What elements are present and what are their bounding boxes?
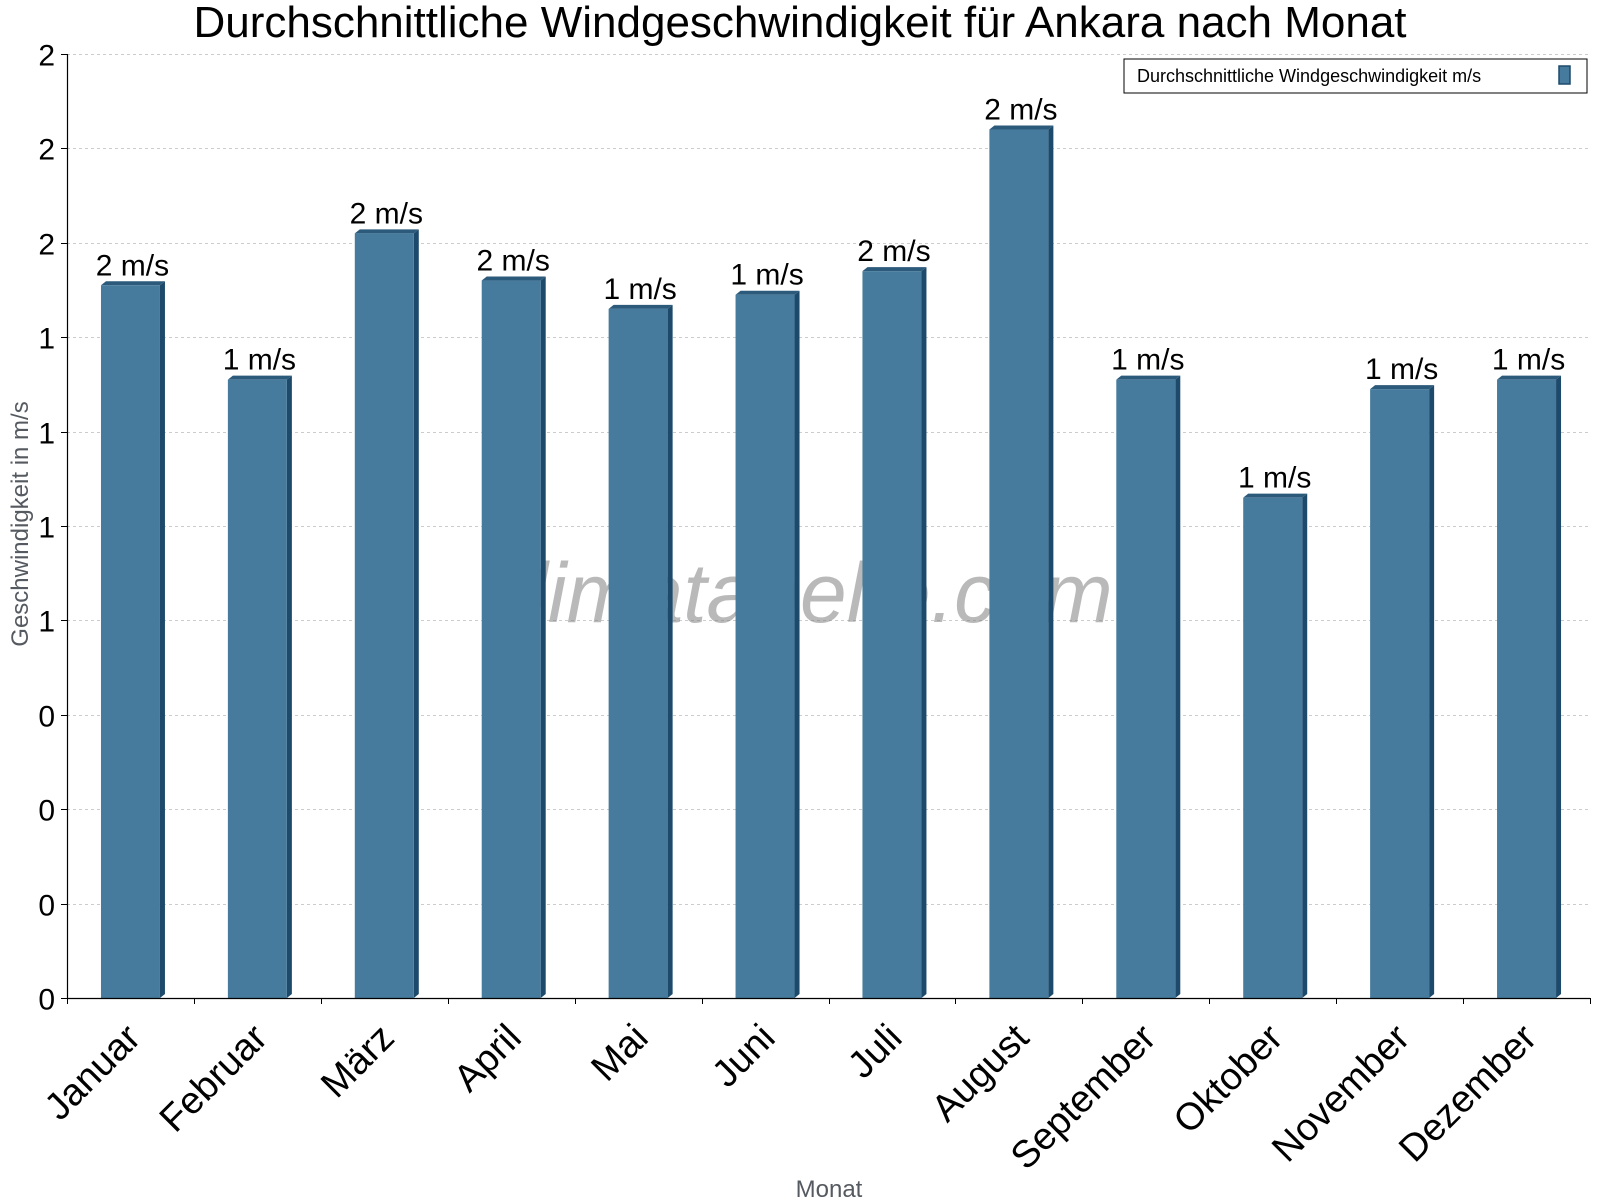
bar-top — [481, 276, 546, 281]
bar-juli — [862, 271, 922, 998]
bar-side — [1175, 375, 1181, 998]
bar-top — [862, 267, 927, 272]
bar-side — [1048, 125, 1054, 998]
x-tick-label: Oktober — [1166, 1016, 1292, 1142]
legend-label: Durchschnittliche Windgeschwindigkeit m/… — [1137, 66, 1481, 86]
data-label: 1 m/s — [1111, 344, 1184, 377]
y-tick-label: 1 — [38, 418, 55, 451]
data-label: 1 m/s — [1238, 462, 1311, 495]
bar-april — [481, 280, 541, 998]
legend-box — [1123, 58, 1588, 94]
grid-lines — [67, 54, 1590, 905]
bar-januar — [100, 285, 160, 998]
y-tick-label: 1 — [38, 606, 55, 639]
x-tick-label: November — [1264, 1016, 1418, 1170]
legend-swatch — [1558, 65, 1571, 85]
bar-side — [1556, 375, 1562, 998]
bar-side — [1429, 385, 1435, 998]
x-tick-label: August — [924, 1016, 1038, 1130]
bar-september — [1116, 379, 1176, 998]
y-tick-label: 2 — [38, 40, 55, 73]
chart-title: Durchschnittliche Windgeschwindigkeit fü… — [193, 0, 1406, 47]
data-label: 1 m/s — [730, 259, 803, 292]
legend: Durchschnittliche Windgeschwindigkeit m/… — [1123, 58, 1588, 94]
x-tick-label: Juni — [704, 1017, 783, 1096]
x-axis-title: Monat — [796, 1176, 863, 1200]
x-axis-ticks: Januar Februar März April Mai Juni Juli AugustS… — [37, 998, 1591, 1178]
bars — [100, 125, 1562, 999]
data-label: 1 m/s — [1365, 353, 1438, 386]
y-axis-ticks: 0 0 0 0 1 1 1 1 2 2 2 — [38, 40, 67, 1017]
bar-side — [921, 267, 927, 998]
x-tick-label: Februar — [152, 1016, 276, 1140]
bar-side — [794, 290, 800, 999]
bar-februar — [227, 379, 287, 998]
data-label: 1 m/s — [223, 344, 296, 377]
bar-side — [1302, 493, 1308, 998]
bar-top — [100, 281, 165, 286]
y-tick-label: 0 — [38, 984, 55, 1017]
x-tick-label: April — [446, 1017, 529, 1100]
bar-august — [989, 129, 1049, 998]
bar-märz — [354, 233, 414, 999]
bar-side — [540, 276, 546, 998]
data-label: 1 m/s — [1492, 344, 1565, 377]
bar-top — [1116, 375, 1181, 380]
bar-top — [1370, 385, 1435, 390]
data-label: 2 m/s — [477, 245, 550, 278]
data-label: 2 m/s — [984, 94, 1057, 127]
y-tick-label: 0 — [38, 795, 55, 828]
data-label: 2 m/s — [96, 249, 169, 282]
bar-top — [1497, 375, 1562, 380]
data-labels: 2 m/s 1 m/s 2 m/s 2 m/s 1 m/s 1 m/s 2 m/s 2 m/s… — [96, 94, 1565, 495]
bar-top — [354, 229, 419, 234]
x-tick-label: Dezember — [1391, 1016, 1545, 1170]
bar-oktober — [1243, 497, 1303, 998]
y-tick-label: 2 — [38, 134, 55, 167]
x-tick-label: Mai — [583, 1017, 656, 1090]
bar-side — [413, 229, 419, 999]
y-axis-title: Geschwindigkeit in m/s — [7, 401, 34, 646]
y-tick-label: 2 — [38, 229, 55, 262]
bar-side — [159, 281, 165, 998]
bar-mai — [608, 308, 668, 998]
bar-side — [286, 375, 292, 998]
y-tick-label: 0 — [38, 701, 55, 734]
bar-top — [608, 304, 673, 309]
bar-top — [735, 290, 800, 295]
bar-side — [667, 304, 673, 998]
y-tick-label: 1 — [38, 323, 55, 356]
data-label: 2 m/s — [857, 235, 930, 268]
bar-dezember — [1497, 379, 1557, 998]
x-tick-label: März — [313, 1017, 402, 1106]
y-tick-label: 1 — [38, 512, 55, 545]
bar-top — [227, 375, 292, 380]
bar-top — [1243, 493, 1308, 498]
bar-november — [1370, 389, 1430, 998]
data-label: 2 m/s — [350, 197, 423, 230]
y-tick-label: 0 — [38, 890, 55, 923]
data-label: 1 m/s — [603, 273, 676, 306]
x-tick-label: Juli — [840, 1017, 910, 1087]
x-tick-label: Januar — [37, 1016, 149, 1128]
bar-juni — [735, 294, 795, 999]
bar-top — [989, 125, 1054, 130]
